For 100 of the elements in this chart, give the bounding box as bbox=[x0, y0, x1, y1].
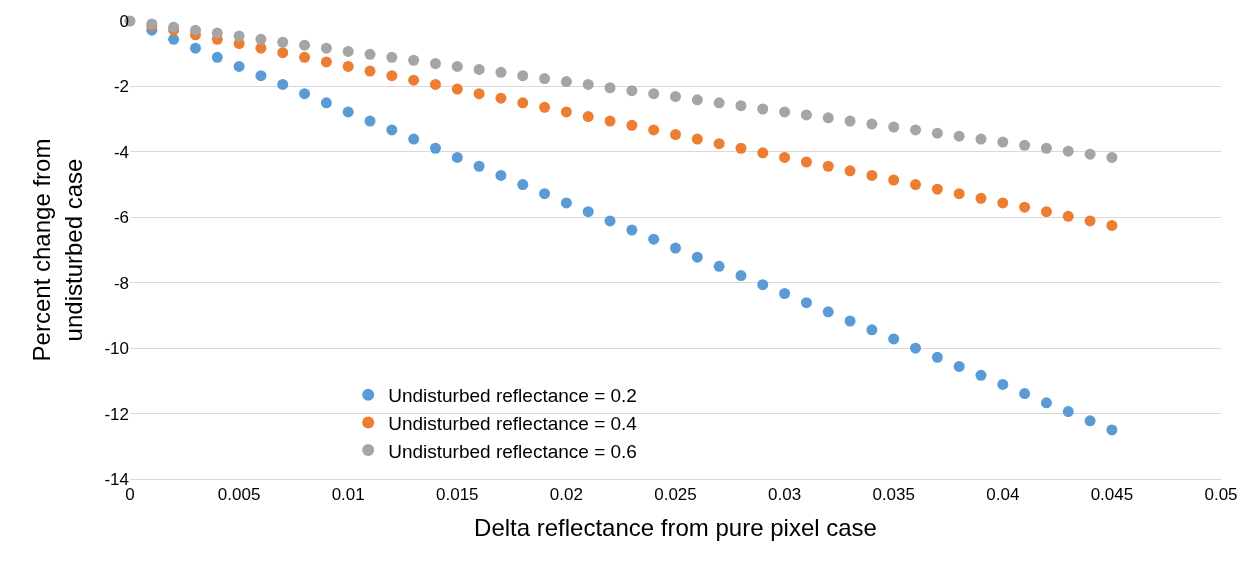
point bbox=[648, 88, 660, 100]
point bbox=[822, 112, 834, 124]
point bbox=[800, 156, 812, 168]
point bbox=[233, 60, 245, 72]
x-tick-label: 0.005 bbox=[217, 485, 261, 505]
point bbox=[1019, 139, 1031, 151]
x-tick-label: 0.015 bbox=[436, 485, 479, 505]
point bbox=[604, 215, 616, 227]
point bbox=[386, 124, 398, 136]
point bbox=[953, 130, 965, 142]
point bbox=[517, 97, 529, 109]
point bbox=[429, 142, 441, 154]
y-axis-title: Percent change from undisturbed case bbox=[28, 138, 87, 362]
point bbox=[735, 100, 747, 112]
point bbox=[255, 33, 267, 45]
point bbox=[408, 74, 420, 86]
point bbox=[779, 288, 791, 300]
x-tick-label: 0.025 bbox=[654, 485, 697, 505]
point bbox=[844, 165, 856, 177]
point bbox=[997, 197, 1009, 209]
x-tick-label: 0.02 bbox=[549, 485, 583, 505]
point bbox=[779, 106, 791, 118]
y-tick-label: -4 bbox=[113, 142, 129, 162]
point bbox=[582, 111, 594, 123]
point bbox=[1106, 424, 1118, 436]
point bbox=[910, 179, 922, 191]
point bbox=[168, 33, 180, 45]
point bbox=[517, 179, 529, 191]
point bbox=[473, 63, 485, 75]
point bbox=[997, 136, 1009, 148]
point bbox=[931, 183, 943, 195]
point bbox=[539, 73, 551, 85]
point bbox=[953, 188, 965, 200]
point bbox=[1062, 145, 1074, 157]
y-tick-label: -8 bbox=[113, 273, 129, 293]
point bbox=[648, 124, 660, 136]
legend-label: Undisturbed reflectance = 0.6 bbox=[388, 440, 637, 462]
point bbox=[866, 118, 878, 130]
point bbox=[604, 82, 616, 94]
point bbox=[211, 27, 223, 39]
point bbox=[211, 51, 223, 63]
point bbox=[670, 91, 681, 103]
point bbox=[277, 36, 289, 48]
point bbox=[866, 324, 878, 336]
point bbox=[975, 192, 987, 204]
point bbox=[1040, 397, 1052, 409]
point bbox=[713, 138, 725, 150]
x-tick-label: 0.035 bbox=[872, 485, 915, 505]
legend-label: Undisturbed reflectance = 0.2 bbox=[388, 385, 637, 407]
point bbox=[560, 106, 572, 118]
point bbox=[1019, 201, 1031, 213]
point bbox=[233, 30, 245, 42]
point bbox=[953, 360, 965, 372]
point bbox=[931, 127, 943, 139]
point bbox=[299, 51, 311, 63]
point bbox=[473, 160, 485, 172]
point bbox=[648, 233, 660, 245]
point bbox=[189, 42, 201, 54]
point bbox=[888, 121, 900, 133]
point bbox=[277, 78, 289, 90]
point bbox=[779, 151, 791, 163]
point bbox=[539, 101, 551, 113]
y-tick-label: -12 bbox=[104, 404, 129, 424]
point bbox=[866, 169, 878, 181]
point bbox=[975, 369, 987, 381]
x-tick-label: 0.04 bbox=[986, 485, 1020, 505]
point bbox=[670, 242, 681, 254]
point bbox=[888, 174, 900, 186]
point bbox=[757, 147, 769, 159]
point bbox=[451, 83, 463, 95]
point bbox=[757, 279, 769, 291]
point bbox=[342, 60, 354, 72]
point bbox=[517, 70, 529, 82]
x-tick-label: 0.05 bbox=[1204, 485, 1238, 505]
point bbox=[844, 115, 856, 127]
point bbox=[386, 51, 398, 63]
point bbox=[582, 206, 594, 218]
point bbox=[931, 351, 943, 363]
point bbox=[473, 88, 485, 100]
point bbox=[320, 42, 332, 54]
point bbox=[822, 306, 834, 318]
point bbox=[1106, 219, 1118, 231]
y-tick-label: -6 bbox=[113, 208, 129, 228]
point bbox=[495, 66, 507, 78]
x-tick-label: 0.045 bbox=[1090, 485, 1134, 505]
point bbox=[320, 56, 332, 68]
point bbox=[342, 106, 354, 118]
point bbox=[691, 133, 703, 145]
point bbox=[451, 60, 463, 72]
point bbox=[255, 70, 267, 82]
point bbox=[429, 78, 441, 90]
point bbox=[691, 251, 703, 263]
point bbox=[408, 133, 420, 145]
y-tick-label: -10 bbox=[104, 339, 129, 359]
point bbox=[1106, 151, 1118, 163]
point bbox=[1084, 148, 1096, 160]
point bbox=[189, 24, 201, 36]
point bbox=[626, 119, 638, 131]
point bbox=[844, 315, 856, 327]
point bbox=[800, 297, 812, 309]
